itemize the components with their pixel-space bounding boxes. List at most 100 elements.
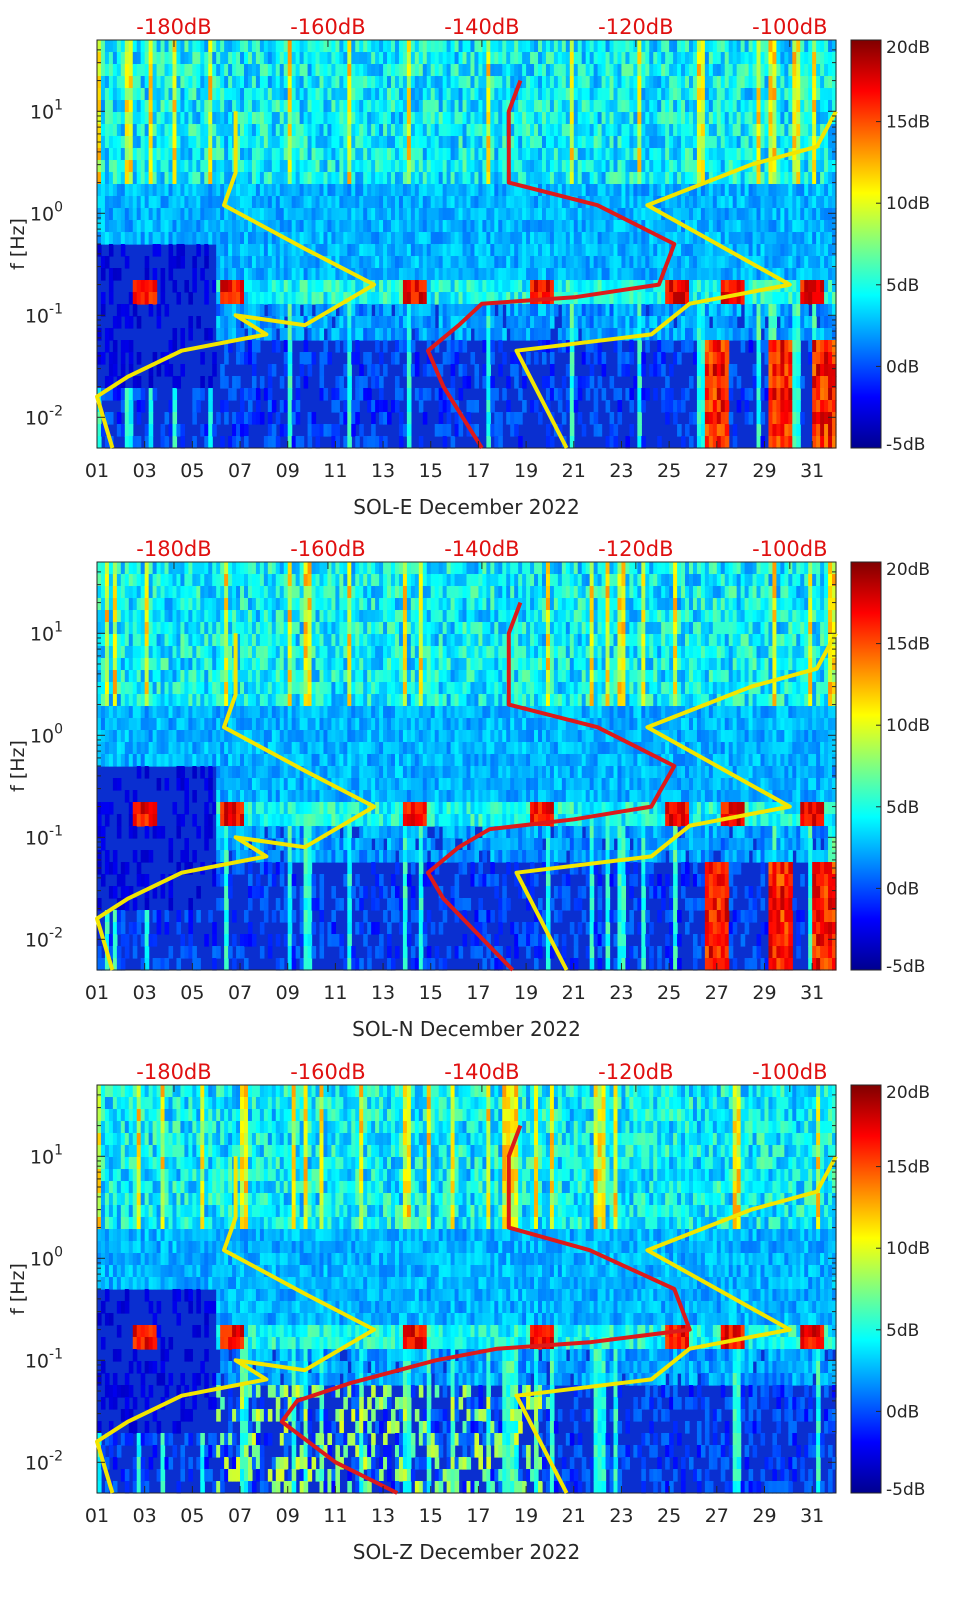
x-tick-label: 29	[752, 460, 776, 482]
x-tick-label: 17	[466, 1505, 490, 1527]
x-tick-label: 31	[800, 982, 824, 1004]
x-tick-label: 31	[800, 460, 824, 482]
top-axis-label: -100dB	[752, 1060, 827, 1084]
x-tick-label: 09	[276, 1505, 300, 1527]
y-tick-label: 101	[30, 1142, 63, 1168]
top-axis-label: -120dB	[598, 537, 673, 561]
top-axis-label: -160dB	[290, 1060, 365, 1084]
x-tick-label: 25	[657, 982, 681, 1004]
noise-model-high-line	[514, 632, 838, 971]
x-tick-label: 11	[323, 460, 347, 482]
y-tick-label: 10-1	[25, 823, 63, 849]
colorbar-tick-label: 5dB	[886, 1321, 919, 1341]
noise-model-low-line	[95, 1156, 377, 1494]
colorbar-tick-label: 0dB	[886, 879, 919, 899]
colorbar-tick-label: 0dB	[886, 1402, 919, 1422]
x-tick-label: 23	[609, 1505, 633, 1527]
y-tick-label: 10-1	[25, 1346, 63, 1372]
psd-curve-line	[279, 1124, 692, 1495]
colorbar-tick-label: 15dB	[886, 1158, 930, 1178]
x-tick-label: 01	[85, 460, 109, 482]
top-axis-label: -140dB	[444, 15, 519, 39]
y-tick-label: 100	[30, 199, 63, 225]
y-tick-label: 101	[30, 97, 63, 123]
noise-model-high-line	[514, 1155, 838, 1494]
colorbar-tick-label: 20dB	[886, 38, 930, 58]
x-tick-label: 11	[323, 982, 347, 1004]
top-axis-label: -180dB	[136, 15, 211, 39]
colorbar-tick-label: 10dB	[886, 716, 930, 736]
top-axis-label: -100dB	[752, 15, 827, 39]
colorbar-tick-label: 5dB	[886, 798, 919, 818]
x-tick-label: 05	[180, 460, 204, 482]
x-tick-label: 01	[85, 982, 109, 1004]
x-tick-label: 21	[562, 1505, 586, 1527]
y-axis-label: f [Hz]	[7, 1263, 29, 1315]
x-axis-label: SOL-N December 2022	[352, 1017, 581, 1041]
x-tick-label: 15	[419, 1505, 443, 1527]
colorbar-tick-label: 10dB	[886, 194, 930, 214]
y-tick-label: 100	[30, 1244, 63, 1270]
x-axis-label: SOL-Z December 2022	[353, 1540, 580, 1564]
noise-model-low-line	[95, 633, 377, 971]
x-tick-label: 11	[323, 1505, 347, 1527]
x-tick-label: 13	[371, 982, 395, 1004]
colorbar-tick-label: 5dB	[886, 276, 919, 296]
panel-sol-e: 01 03 05 07 09 11 13 15 17 19 21 23 25 27 29 31 SOL-E De…	[7, 15, 930, 519]
y-tick-label: 10-2	[25, 1448, 63, 1474]
panel-sol-n: 01 03 05 07 09 11 13 15 17 19 21 23 25 27 29 31 SOL-N De…	[7, 537, 930, 1041]
y-axis-label: f [Hz]	[7, 740, 29, 792]
x-tick-label: 21	[562, 982, 586, 1004]
x-tick-label: 13	[371, 1505, 395, 1527]
spectrogram-image	[97, 1085, 837, 1494]
x-tick-label: 25	[657, 460, 681, 482]
x-tick-label: 21	[562, 460, 586, 482]
top-axis-label: -140dB	[444, 1060, 519, 1084]
x-tick-label: 15	[419, 982, 443, 1004]
x-tick-label: 07	[228, 1505, 252, 1527]
spectrogram-image	[97, 40, 837, 449]
x-tick-label: 29	[752, 1505, 776, 1527]
top-axis-label: -100dB	[752, 537, 827, 561]
colorbar-tick-label: 20dB	[886, 560, 930, 580]
x-tick-label: 09	[276, 460, 300, 482]
x-tick-label: 03	[133, 982, 157, 1004]
x-tick-label: 23	[609, 982, 633, 1004]
x-tick-label: 25	[657, 1505, 681, 1527]
colorbar-tick-label: 0dB	[886, 357, 919, 377]
x-tick-label: 19	[514, 460, 538, 482]
x-tick-label: 29	[752, 982, 776, 1004]
x-tick-label: 09	[276, 982, 300, 1004]
x-tick-label: 23	[609, 460, 633, 482]
psd-curve-line	[426, 601, 677, 972]
psd-curve-line	[426, 79, 677, 450]
colorbar-tick-label: 15dB	[886, 113, 930, 133]
colorbar-tick-label: 20dB	[886, 1083, 930, 1103]
colorbar-tick-label: -5dB	[886, 1480, 925, 1500]
top-axis-label: -120dB	[598, 15, 673, 39]
x-tick-label: 17	[466, 460, 490, 482]
y-tick-label: 101	[30, 619, 63, 645]
x-tick-label: 19	[514, 1505, 538, 1527]
colorbar	[850, 39, 882, 449]
x-tick-label: 03	[133, 460, 157, 482]
x-tick-label: 07	[228, 460, 252, 482]
colorbar	[850, 1084, 882, 1494]
panel-sol-z: 01 03 05 07 09 11 13 15 17 19 21 23 25 27 29 31 SOL-Z De…	[7, 1060, 930, 1564]
spectrogram-image	[97, 562, 837, 971]
colorbar-tick-label: -5dB	[886, 957, 925, 977]
top-axis-label: -140dB	[444, 537, 519, 561]
colorbar-tick-label: -5dB	[886, 435, 925, 455]
x-tick-label: 17	[466, 982, 490, 1004]
colorbar-tick-label: 15dB	[886, 635, 930, 655]
x-tick-label: 27	[705, 460, 729, 482]
x-tick-label: 07	[228, 982, 252, 1004]
top-axis-label: -180dB	[136, 1060, 211, 1084]
y-tick-label: 100	[30, 721, 63, 747]
x-tick-label: 05	[180, 982, 204, 1004]
top-axis-label: -120dB	[598, 1060, 673, 1084]
y-tick-label: 10-1	[25, 301, 63, 327]
x-tick-label: 27	[705, 982, 729, 1004]
colorbar	[850, 561, 882, 971]
x-tick-label: 13	[371, 460, 395, 482]
